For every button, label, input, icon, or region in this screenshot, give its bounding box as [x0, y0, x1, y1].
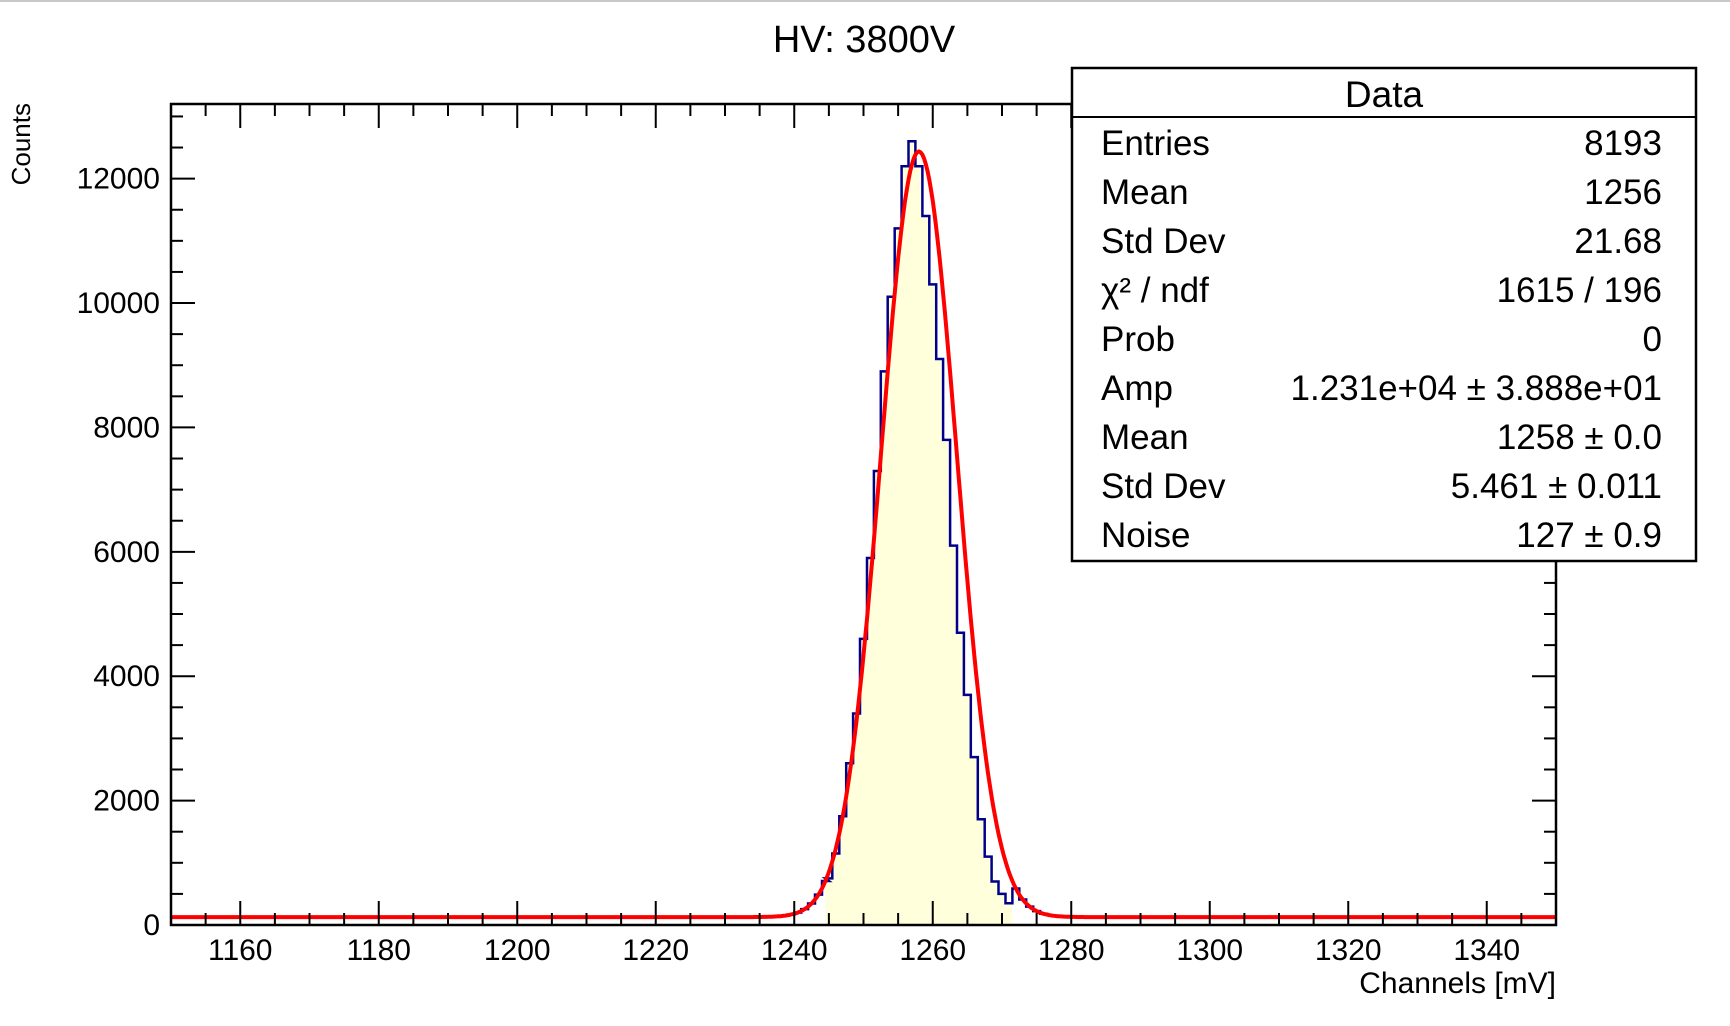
stats-row-label: Mean [1101, 173, 1189, 212]
stats-box: Data Entries 8193 Mean 1256 Std Dev 21.68 χ² /… [1070, 66, 1698, 563]
histogram-bin [901, 166, 909, 926]
stats-box-title: Data [1345, 74, 1424, 115]
stats-row-label: Prob [1101, 320, 1175, 359]
histogram-bin [970, 757, 978, 925]
histogram-bin [956, 632, 964, 925]
stats-row-label: Std Dev [1101, 222, 1226, 261]
x-tick-label: 1340 [1453, 934, 1520, 967]
histogram-bin [908, 141, 916, 925]
histogram-bin [894, 228, 902, 926]
y-tick-label: 6000 [93, 536, 160, 569]
stats-row-value: 5.461 ± 0.011 [1451, 467, 1662, 506]
histogram-bin [832, 853, 840, 925]
histogram-bins [825, 141, 1013, 926]
y-tick-label: 8000 [93, 411, 160, 444]
x-tick-label: 1220 [622, 934, 689, 967]
histogram-bin [922, 215, 930, 926]
histogram-bin [977, 819, 985, 925]
histogram-bin [929, 284, 937, 925]
x-tick-label: 1280 [1038, 934, 1105, 967]
stats-row-value: 127 ± 0.9 [1516, 516, 1662, 555]
chart-title: HV: 3800V [773, 19, 956, 61]
y-tick-label: 2000 [93, 785, 160, 818]
histogram-bin [943, 439, 951, 925]
y-tick-label: 4000 [93, 660, 160, 693]
x-tick-label: 1240 [761, 934, 828, 967]
histogram-bin [825, 878, 833, 925]
stats-row-label: Amp [1101, 369, 1173, 408]
stats-row-label: χ² / ndf [1101, 271, 1209, 310]
histogram-bin [998, 893, 1006, 925]
stats-row-value: 1256 [1584, 173, 1662, 212]
x-tick-label: 1200 [484, 934, 551, 967]
histogram-bin [887, 296, 895, 925]
y-tick-label: 12000 [77, 163, 160, 196]
stats-row-value: 0 [1643, 320, 1662, 359]
top-border [0, 0, 1730, 2]
x-tick-label: 1180 [346, 934, 411, 967]
histogram-bin [915, 166, 923, 926]
stats-row-value: 1.231e+04 ± 3.888e+01 [1291, 369, 1663, 408]
histogram-bin [860, 638, 867, 925]
x-axis-label: Channels [mV] [1359, 967, 1556, 1000]
stats-row-value: 1615 / 196 [1497, 271, 1662, 310]
x-tick-label: 1260 [899, 934, 966, 967]
stats-row-label: Mean [1101, 418, 1189, 457]
stats-row-label: Entries [1101, 124, 1210, 163]
histogram-bin [1005, 903, 1013, 925]
histogram-bin [963, 694, 971, 925]
x-tick-label: 1160 [208, 934, 273, 967]
fit-curve [171, 149, 1556, 920]
stats-box-frame [1070, 66, 1698, 563]
stats-row-label: Noise [1101, 516, 1190, 555]
histogram-bin [880, 371, 888, 925]
y-tick-label: 0 [143, 909, 160, 942]
histogram-bin [950, 545, 957, 925]
stats-rows: Entries 8193 Mean 1256 Std Dev 21.68 χ² / ndf 1… [1101, 124, 1662, 555]
histogram-bin [853, 713, 861, 925]
stats-row-value: 8193 [1584, 124, 1662, 163]
histogram-bin [991, 881, 999, 925]
histogram-bin [839, 816, 847, 925]
histogram-bin [873, 470, 881, 925]
histogram-bin [866, 558, 874, 925]
y-axis: 0 2000 4000 6000 8000 10000 12000 [77, 115, 1556, 942]
y-tick-label: 10000 [77, 287, 160, 320]
stats-row-value: 1258 ± 0.0 [1497, 418, 1662, 457]
histogram-bin [984, 856, 992, 925]
x-axis: 1160 1180 1200 1220 1240 1260 1280 1300 1320 1340 [170, 104, 1557, 967]
x-tick-label: 1320 [1315, 934, 1382, 967]
stats-row-label: Std Dev [1101, 467, 1226, 506]
histogram-bin [936, 359, 944, 925]
y-axis-label: Counts [6, 103, 36, 185]
stats-row-value: 21.68 [1574, 222, 1662, 261]
histogram-bin [846, 763, 854, 925]
x-tick-label: 1300 [1176, 934, 1243, 967]
